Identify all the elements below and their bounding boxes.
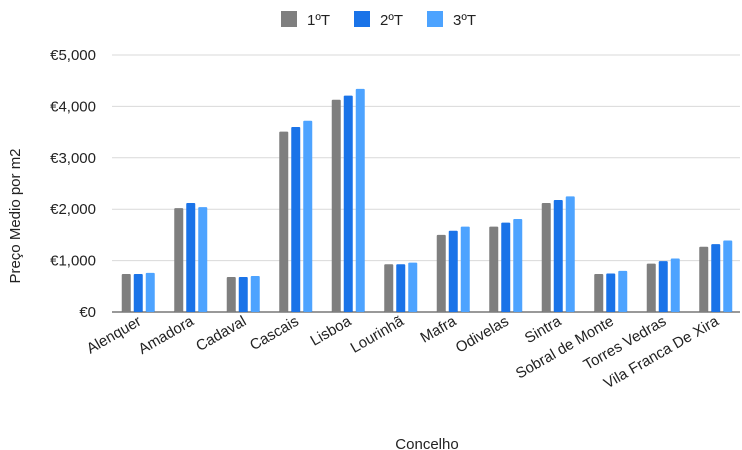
legend-label: 3ºT	[453, 12, 476, 29]
bar	[133, 273, 143, 312]
bar	[670, 258, 680, 312]
bar	[513, 218, 523, 312]
bars	[121, 88, 733, 313]
y-axis-ticks: €0 €1,000 €2,000 €3,000 €4,000 €5,000	[50, 47, 96, 321]
y-tick-label: €5,000	[50, 47, 96, 64]
legend-swatch	[427, 11, 443, 27]
bar	[553, 199, 563, 312]
bar	[303, 120, 313, 313]
y-tick-label: €4,000	[50, 98, 96, 115]
x-tick-label: Lourinhã	[348, 312, 408, 356]
bar	[396, 264, 406, 312]
x-tick-label: Odivelas	[453, 313, 512, 357]
bar	[145, 272, 155, 312]
bar	[384, 264, 394, 312]
x-axis-title: Concelho	[395, 436, 458, 450]
bar	[250, 276, 260, 312]
bar	[279, 131, 289, 312]
y-axis-title: Preço Medio por m2	[7, 148, 24, 283]
x-tick-label: Amadora	[136, 312, 198, 357]
bar	[565, 196, 575, 312]
x-tick-label: Cascais	[247, 313, 302, 354]
bar	[501, 222, 511, 312]
bar	[198, 207, 208, 312]
bar	[489, 226, 499, 312]
bar	[606, 273, 616, 312]
bar	[658, 261, 668, 312]
y-tick-label: €1,000	[50, 253, 96, 270]
bar	[331, 99, 341, 312]
bar	[541, 203, 551, 312]
bar	[408, 262, 418, 312]
y-tick-label: €0	[79, 304, 96, 321]
legend-label: 2ºT	[380, 12, 403, 29]
bar	[226, 277, 236, 312]
legend-swatch	[354, 11, 370, 27]
x-tick-label: Cadaval	[193, 313, 249, 355]
y-tick-label: €2,000	[50, 201, 96, 218]
bar	[355, 88, 365, 312]
bar	[238, 277, 248, 312]
bar	[618, 270, 628, 312]
bar	[594, 273, 604, 312]
bar	[646, 263, 656, 312]
legend-label: 1ºT	[307, 12, 330, 29]
x-tick-label: Lisboa	[307, 312, 354, 349]
bar	[711, 244, 721, 312]
bar	[343, 95, 353, 312]
legend-swatch	[281, 11, 297, 27]
bar	[699, 246, 709, 312]
bar	[121, 273, 131, 312]
gridlines	[112, 54, 740, 313]
bar	[448, 230, 458, 312]
bar	[174, 208, 184, 312]
bar	[186, 203, 196, 312]
y-tick-label: €3,000	[50, 150, 96, 167]
bar	[460, 226, 470, 312]
bar	[723, 240, 733, 312]
bar	[436, 234, 446, 312]
legend: 1ºT 2ºT 3ºT	[281, 11, 476, 29]
bar	[291, 126, 301, 313]
